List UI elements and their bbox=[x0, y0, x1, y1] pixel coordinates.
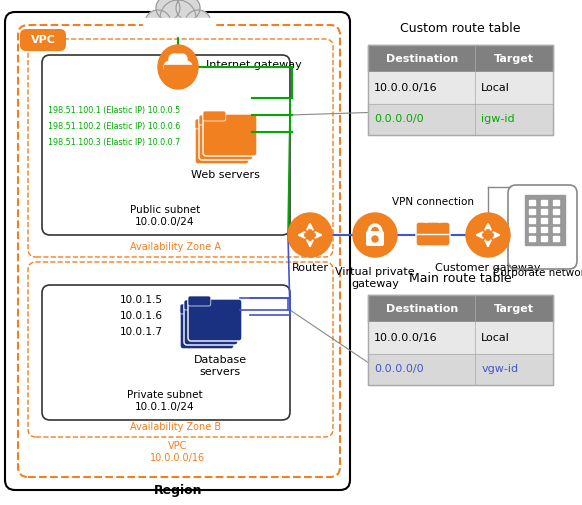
Bar bbox=[143, 18, 213, 36]
Text: Database
servers: Database servers bbox=[193, 355, 247, 377]
Bar bbox=[529, 236, 535, 241]
Circle shape bbox=[156, 0, 180, 20]
Bar bbox=[529, 200, 535, 205]
FancyBboxPatch shape bbox=[199, 115, 222, 125]
FancyBboxPatch shape bbox=[366, 231, 384, 246]
Text: Local: Local bbox=[481, 83, 510, 93]
FancyBboxPatch shape bbox=[195, 119, 218, 129]
FancyBboxPatch shape bbox=[203, 111, 226, 121]
Circle shape bbox=[288, 213, 332, 257]
Bar bbox=[541, 236, 547, 241]
Text: 198.51.100.1 (Elastic IP) 10.0.0.5: 198.51.100.1 (Elastic IP) 10.0.0.5 bbox=[48, 106, 180, 115]
Bar bbox=[529, 209, 535, 214]
Text: Web servers: Web servers bbox=[190, 170, 260, 180]
Circle shape bbox=[353, 213, 397, 257]
Text: Main route table: Main route table bbox=[409, 272, 512, 285]
FancyBboxPatch shape bbox=[180, 304, 203, 314]
Bar bbox=[553, 200, 559, 205]
Circle shape bbox=[177, 54, 187, 64]
Bar bbox=[368, 104, 553, 135]
Text: VPC: VPC bbox=[31, 35, 55, 45]
Text: Customer gateway: Customer gateway bbox=[435, 263, 541, 273]
FancyBboxPatch shape bbox=[416, 222, 450, 246]
Text: VPC
10.0.0.0/16: VPC 10.0.0.0/16 bbox=[150, 441, 205, 463]
Bar bbox=[164, 65, 192, 73]
Text: 10.0.1.7: 10.0.1.7 bbox=[120, 327, 163, 337]
Text: 198.51.100.2 (Elastic IP) 10.0.0.6: 198.51.100.2 (Elastic IP) 10.0.0.6 bbox=[48, 122, 180, 130]
FancyBboxPatch shape bbox=[199, 118, 253, 160]
Circle shape bbox=[466, 213, 510, 257]
Text: igw-id: igw-id bbox=[481, 114, 515, 124]
FancyBboxPatch shape bbox=[180, 307, 234, 349]
Text: Destination: Destination bbox=[385, 54, 458, 64]
Bar bbox=[553, 209, 559, 214]
Circle shape bbox=[145, 10, 171, 36]
Bar bbox=[368, 322, 553, 353]
Bar bbox=[368, 72, 553, 104]
FancyBboxPatch shape bbox=[184, 300, 207, 310]
Circle shape bbox=[164, 61, 176, 73]
Bar bbox=[529, 227, 535, 232]
Text: Destination: Destination bbox=[385, 304, 458, 314]
Text: 198.51.100.3 (Elastic IP) 10.0.0.7: 198.51.100.3 (Elastic IP) 10.0.0.7 bbox=[48, 137, 180, 146]
Text: Private subnet
10.0.1.0/24: Private subnet 10.0.1.0/24 bbox=[127, 390, 203, 412]
FancyBboxPatch shape bbox=[188, 299, 242, 341]
Bar bbox=[553, 218, 559, 223]
Ellipse shape bbox=[158, 45, 198, 89]
Bar bbox=[541, 227, 547, 232]
Bar bbox=[525, 195, 565, 245]
Bar bbox=[368, 45, 553, 72]
Text: Target: Target bbox=[494, 54, 534, 64]
Circle shape bbox=[176, 0, 200, 20]
FancyBboxPatch shape bbox=[20, 29, 66, 51]
Text: Router: Router bbox=[292, 263, 328, 273]
Text: Public subnet
10.0.0.0/24: Public subnet 10.0.0.0/24 bbox=[130, 206, 200, 227]
Bar bbox=[541, 209, 547, 214]
Text: Availability Zone B: Availability Zone B bbox=[130, 422, 221, 432]
Text: 10.0.1.6: 10.0.1.6 bbox=[120, 311, 163, 321]
Text: 0.0.0.0/0: 0.0.0.0/0 bbox=[374, 364, 424, 374]
FancyBboxPatch shape bbox=[203, 114, 257, 156]
FancyBboxPatch shape bbox=[188, 296, 211, 306]
Bar bbox=[529, 218, 535, 223]
Bar bbox=[541, 200, 547, 205]
FancyBboxPatch shape bbox=[195, 122, 249, 164]
Text: Region: Region bbox=[154, 484, 203, 497]
Text: Target: Target bbox=[494, 304, 534, 314]
Circle shape bbox=[372, 236, 378, 242]
Text: 0.0.0.0/0: 0.0.0.0/0 bbox=[374, 114, 424, 124]
Text: Availability Zone A: Availability Zone A bbox=[130, 242, 221, 252]
Circle shape bbox=[180, 61, 192, 73]
FancyBboxPatch shape bbox=[184, 303, 238, 345]
Bar bbox=[368, 45, 553, 135]
Circle shape bbox=[169, 54, 187, 72]
Circle shape bbox=[169, 54, 179, 64]
Text: VPN connection: VPN connection bbox=[392, 197, 474, 207]
Bar bbox=[541, 218, 547, 223]
Text: Internet gateway: Internet gateway bbox=[206, 60, 301, 70]
Bar bbox=[368, 354, 553, 385]
Bar bbox=[553, 236, 559, 241]
Text: 10.0.0.0/16: 10.0.0.0/16 bbox=[374, 333, 438, 343]
Circle shape bbox=[160, 0, 196, 36]
Text: Custom route table: Custom route table bbox=[400, 22, 521, 35]
Bar bbox=[553, 227, 559, 232]
Text: vgw-id: vgw-id bbox=[481, 364, 519, 374]
Text: Virtual private
gateway: Virtual private gateway bbox=[335, 267, 415, 288]
Circle shape bbox=[185, 10, 211, 36]
Bar bbox=[368, 295, 553, 322]
Text: 10.0.0.0/16: 10.0.0.0/16 bbox=[374, 83, 438, 93]
Text: Corporate network: Corporate network bbox=[493, 268, 582, 278]
Text: 10.0.1.5: 10.0.1.5 bbox=[120, 295, 163, 305]
Bar bbox=[368, 295, 553, 385]
Text: Local: Local bbox=[481, 333, 510, 343]
